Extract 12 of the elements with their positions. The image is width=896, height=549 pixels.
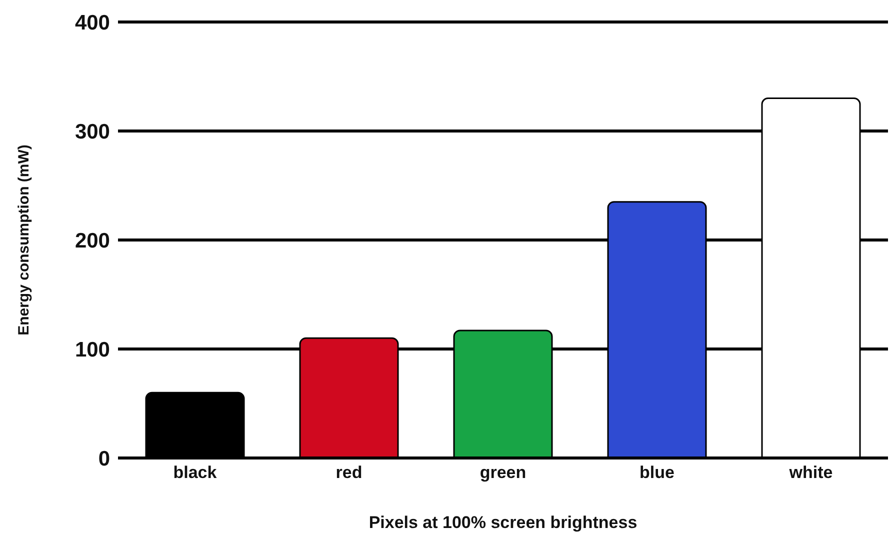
y-tick-label: 0 — [98, 447, 110, 470]
y-tick-label: 200 — [74, 229, 110, 252]
x-tick-label: blue — [640, 463, 674, 482]
y-tick-label: 400 — [74, 11, 110, 34]
x-tick-label: green — [480, 463, 526, 482]
x-tick-label: red — [336, 463, 362, 482]
x-tick-label: black — [173, 463, 218, 482]
y-axis-title: Energy consumption (mW) — [15, 144, 32, 336]
y-tick-label: 300 — [74, 120, 110, 144]
x-tick-label: white — [788, 463, 833, 482]
x-axis-title: Pixels at 100% screen brightness — [368, 513, 638, 532]
y-tick-label: 100 — [74, 338, 110, 362]
